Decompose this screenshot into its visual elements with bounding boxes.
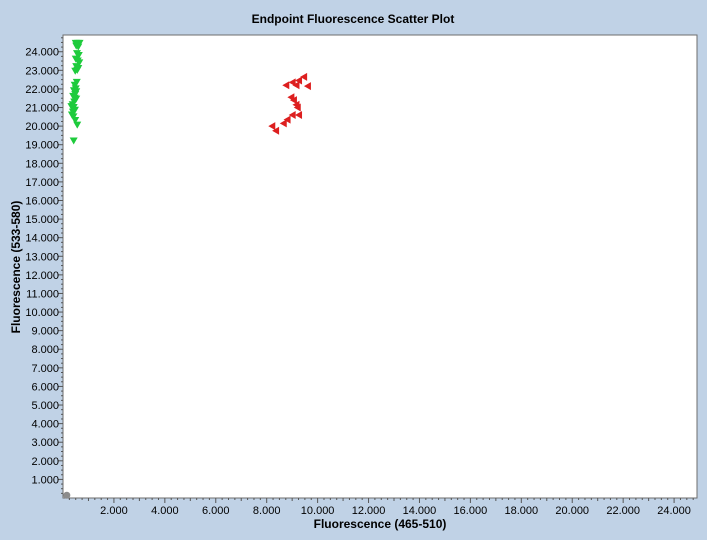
- y-tick-label: 24.000: [25, 47, 59, 59]
- x-tick-label: 2.000: [100, 505, 128, 517]
- y-tick-label: 15.000: [25, 214, 59, 226]
- y-axis: 1.000 2.000 3.000 4.000 5.000 6.000 7.000 8.000…: [25, 37, 63, 494]
- y-tick-label: 14.000: [25, 233, 59, 245]
- y-axis-label: Fluorescence (533-580): [9, 201, 23, 334]
- data-point-triangle-down: [74, 43, 83, 51]
- data-point-triangle-down: [71, 117, 80, 125]
- y-tick-label: 6.000: [31, 381, 59, 393]
- data-point-triangle-left: [300, 72, 308, 81]
- y-tick-label: 19.000: [25, 140, 59, 152]
- data-point-triangle-left: [282, 81, 290, 90]
- y-tick-label: 23.000: [25, 65, 59, 77]
- y-tick-label: 3.000: [31, 437, 59, 449]
- data-point-triangle-down: [74, 51, 83, 59]
- y-tick-label: 5.000: [31, 400, 59, 412]
- y-tick-label: 13.000: [25, 251, 59, 263]
- x-tick-label: 10.000: [301, 505, 335, 517]
- x-tick-label: 14.000: [403, 505, 437, 517]
- data-point-triangle-down: [70, 81, 79, 89]
- data-point-triangle-down: [71, 67, 80, 75]
- data-point-triangle-left: [279, 119, 287, 128]
- data-point-triangle-left: [283, 115, 291, 124]
- y-tick-label: 21.000: [25, 103, 59, 115]
- y-tick-label: 12.000: [25, 270, 59, 282]
- x-axis-label: Fluorescence (465-510): [314, 517, 447, 531]
- x-tick-label: 12.000: [352, 505, 386, 517]
- data-point-triangle-left: [289, 96, 297, 105]
- data-point-triangle-down: [75, 59, 84, 67]
- y-tick-label: 20.000: [25, 121, 59, 133]
- data-point-triangle-left: [292, 81, 300, 90]
- x-tick-label: 4.000: [151, 505, 179, 517]
- data-points: [63, 39, 311, 499]
- y-tick-label: 4.000: [31, 419, 59, 431]
- data-point-triangle-down: [73, 121, 82, 129]
- y-tick-label: 7.000: [31, 363, 59, 375]
- plot-area: [62, 34, 698, 499]
- y-tick-label: 10.000: [25, 307, 59, 319]
- y-tick-label: 8.000: [31, 344, 59, 356]
- x-tick-label: 22.000: [606, 505, 640, 517]
- data-point-triangle-left: [288, 110, 296, 119]
- x-tick-label: 8.000: [253, 505, 281, 517]
- data-point-circle: [63, 491, 71, 499]
- data-point-triangle-down: [69, 137, 78, 145]
- x-axis: 2.000 4.000 6.000 8.000 10.000 12.000 14.000 16…: [68, 498, 694, 517]
- y-tick-label: 16.000: [25, 195, 59, 207]
- x-tick-label: 20.000: [555, 505, 589, 517]
- y-tick-label: 17.000: [25, 177, 59, 189]
- chart-title: Endpoint Fluorescence Scatter Plot: [252, 12, 455, 26]
- y-tick-label: 18.000: [25, 158, 59, 170]
- data-point-triangle-left: [295, 110, 303, 119]
- data-point-triangle-left: [268, 122, 276, 131]
- y-tick-label: 9.000: [31, 326, 59, 338]
- data-point-triangle-left: [295, 76, 303, 85]
- y-tick-label: 1.000: [31, 474, 59, 486]
- data-point-triangle-down: [69, 113, 78, 121]
- x-tick-label: 6.000: [202, 505, 230, 517]
- x-tick-label: 24.000: [657, 505, 691, 517]
- x-tick-label: 18.000: [504, 505, 538, 517]
- data-point-triangle-left: [303, 82, 311, 91]
- y-tick-label: 2.000: [31, 456, 59, 468]
- y-tick-label: 11.000: [26, 288, 59, 300]
- y-tick-label: 22.000: [25, 84, 59, 96]
- data-point-triangle-left: [272, 126, 280, 135]
- x-tick-label: 16.000: [454, 505, 488, 517]
- data-point-triangle-left: [293, 103, 301, 112]
